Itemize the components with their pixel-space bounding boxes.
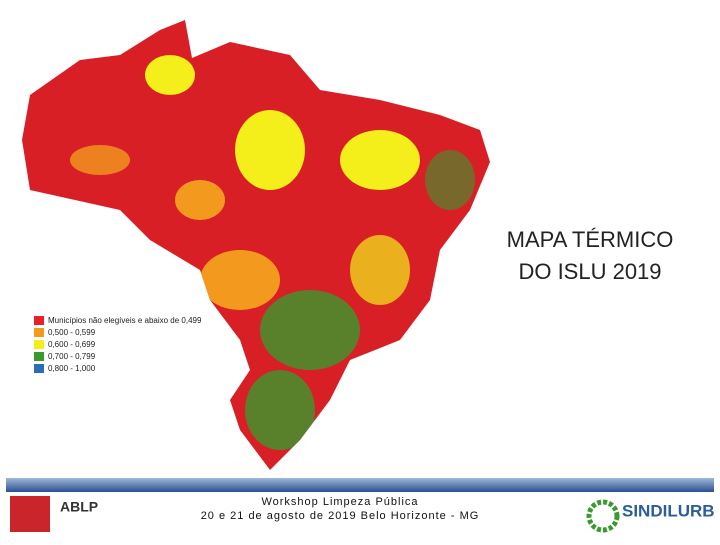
legend-label: 0,500 - 0,599 [48,328,96,337]
legend-label: 0,600 - 0,699 [48,340,96,349]
sindilurb-icon [586,499,620,533]
ablp-icon [10,496,50,532]
footer-text: Workshop Limpeza Pública [261,496,418,508]
legend-label: Municípios não elegíveis e abaixo de 0,4… [48,316,202,325]
title: DO ISLU 2019 [518,259,661,284]
legend-swatch [34,316,44,325]
legend-swatch [34,352,44,361]
footer-bar [6,478,714,492]
legend-swatch [34,340,44,349]
legend-label: 0,700 - 0,799 [48,352,96,361]
legend-label: 0,800 - 1,000 [48,364,96,373]
legend: Municípios não elegíveis e abaixo de 0,4… [34,316,202,373]
ablp-logo: ABLP [60,499,98,515]
legend-swatch [34,364,44,373]
footer-text: 20 e 21 de agosto de 2019 Belo Horizonte… [201,510,480,522]
legend-swatch [34,328,44,337]
sindilurb-logo: SINDILURB [622,501,715,520]
brazil-map [22,20,490,470]
title: MAPA TÉRMICO [507,227,674,252]
